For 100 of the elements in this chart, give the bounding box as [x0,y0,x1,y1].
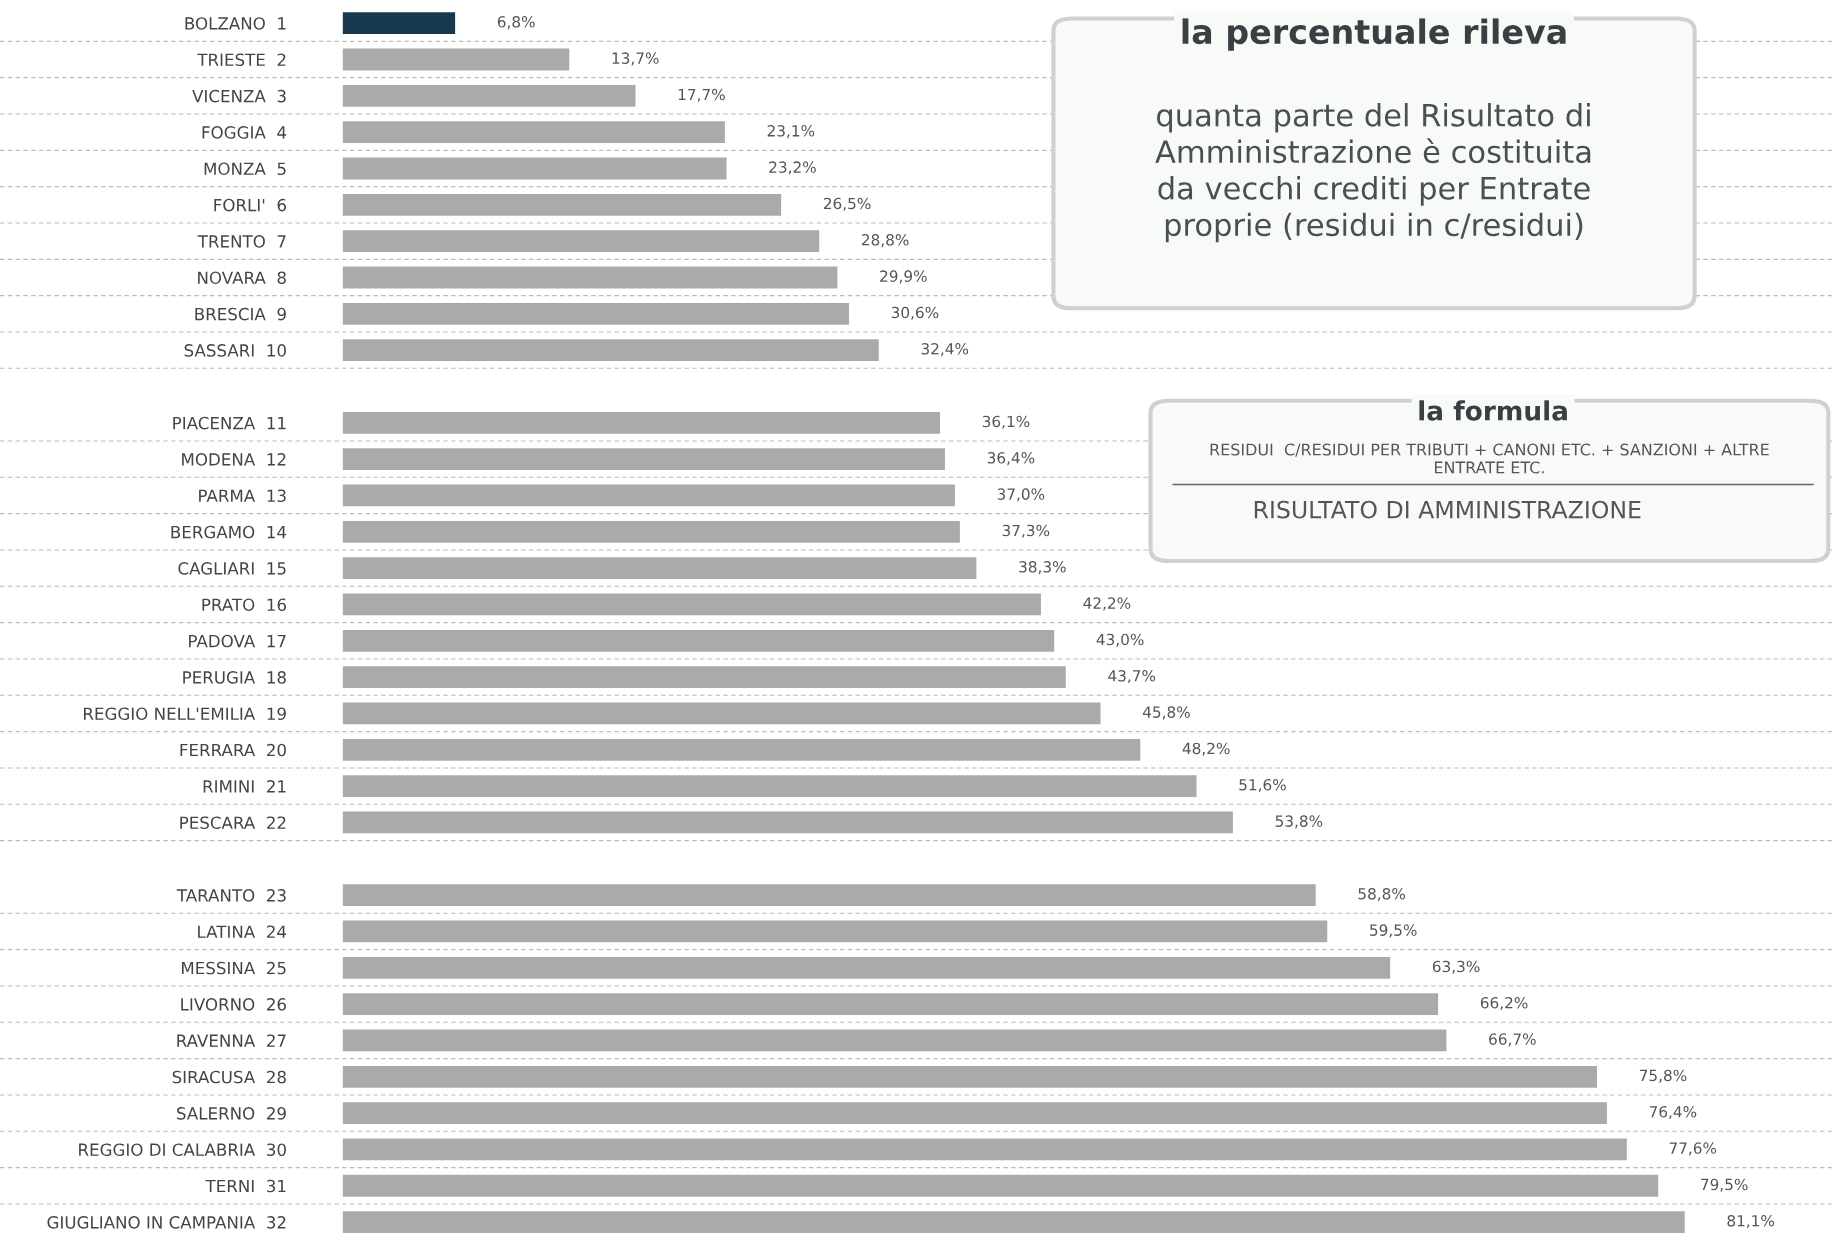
y-tick-label: BRESCIA 9 [195,307,286,321]
y-tick-label: CAGLIARI 15 [178,562,286,575]
data-label: 32,4% [921,343,969,357]
bar [342,1211,1685,1233]
bar [342,593,1041,616]
data-label: 37,3% [1002,524,1050,538]
y-tick-label: MESSINA 25 [182,961,286,975]
data-label: 37,0% [997,488,1045,502]
data-label: 51,6% [1239,779,1286,793]
bar [342,629,1055,652]
bar [342,557,977,580]
data-label: 38,3% [1019,561,1066,575]
y-tick-label: REGGIO DI CALABRIA 30 [79,1143,286,1157]
bar [342,411,941,434]
data-label: 36,1% [982,415,1030,429]
y-tick-label: SIRACUSA 28 [172,1070,286,1084]
y-tick-label: LIVORNO 26 [181,998,286,1011]
y-tick-label: SALERNO 29 [177,1107,286,1120]
bar [342,302,849,325]
annotation: la formula [1419,400,1567,421]
data-label: 43,7% [1108,670,1156,684]
data-label: 28,8% [861,234,909,248]
bar [342,1174,1659,1197]
y-tick-label: FOGGIA 4 [202,126,287,139]
data-label: 23,2% [769,161,816,175]
data-label: 48,2% [1182,742,1230,756]
bar [342,193,782,216]
bar [342,339,879,362]
y-tick-label: PRATO 16 [202,598,286,612]
data-label: 17,7% [678,88,725,102]
y-tick-label: FORLI' 6 [214,198,286,212]
y-tick-label: GIUGLIANO IN CAMPANIA 32 [47,1216,286,1229]
data-label: 66,7% [1489,1033,1536,1047]
bar [342,1029,1447,1052]
bar [342,956,1391,979]
bar [342,448,945,471]
bar [342,884,1316,907]
y-tick-label: PARMA 13 [199,489,286,503]
bar [342,1102,1607,1125]
y-tick-label: FERRARA 20 [180,743,286,757]
y-tick-label: MODENA 12 [182,453,286,466]
annotation: RISULTATO DI AMMINISTRAZIONE [1254,500,1641,519]
y-tick-label: MONZA 5 [204,162,286,176]
bar [342,738,1141,761]
data-label: 77,6% [1669,1142,1717,1156]
data-label: 53,8% [1275,815,1323,829]
data-label: 45,8% [1142,706,1190,720]
data-label: 59,5% [1370,924,1417,938]
data-label: 43,0% [1096,633,1144,647]
data-label: 81,1% [1727,1214,1775,1229]
y-tick-label: NOVARA 8 [198,271,286,285]
bar [342,1065,1597,1088]
y-tick-label: TRIESTE 2 [197,53,286,67]
bar [342,811,1233,834]
data-label: 58,8% [1358,888,1406,902]
annotation: la percentuale rileva [1182,18,1566,51]
bar [342,484,955,507]
data-label: 29,9% [880,270,927,284]
bar [342,666,1066,689]
y-tick-label: RIMINI 21 [203,780,286,793]
data-label: 13,7% [612,52,659,66]
bar [342,84,636,107]
bar [342,702,1101,725]
data-label: 79,5% [1701,1178,1748,1192]
annotation: quanta parte del Risultato di Amministrazione è costituita da vecchi crediti per Entrate proprie (residui in c/residui) [1155,103,1591,243]
y-tick-label: BOLZANO 1 [185,17,286,30]
bar [342,230,820,253]
bar [342,121,725,144]
data-label: 63,3% [1432,960,1480,974]
y-tick-label: TERNI 31 [205,1179,286,1193]
data-label: 6,8% [497,16,535,30]
y-tick-label: PESCARA 22 [180,816,286,830]
y-tick-label: BERGAMO 14 [171,525,287,539]
bar [342,993,1439,1016]
y-tick-label: PERUGIA 18 [183,671,286,684]
y-tick-label: PIACENZA 11 [173,416,286,430]
bar [342,920,1328,943]
data-label: 76,4% [1649,1105,1697,1120]
y-tick-label: TRENTO 7 [197,235,286,248]
data-label: 30,6% [891,306,939,320]
bar [342,48,570,71]
data-label: 23,1% [767,125,815,139]
y-tick-label: VICENZA 3 [192,89,286,103]
bar [342,1138,1627,1161]
data-label: 66,2% [1480,996,1528,1011]
y-tick-label: LATINA 24 [198,925,287,938]
bar [342,520,960,543]
annotation: RESIDUI C/RESIDUI PER TRIBUTI + CANONI ETC. + SANZIONI + ALTRE ENTRATE ETC. [1210,443,1769,474]
y-tick-label: TARANTO 23 [176,889,286,902]
bar [342,157,727,180]
data-label: 75,8% [1639,1069,1687,1083]
bar [342,266,838,289]
data-label: 26,5% [823,197,871,211]
y-tick-label: SASSARI 10 [184,344,286,357]
bar [342,775,1197,798]
data-label: 36,4% [987,452,1035,466]
data-label: 42,2% [1083,597,1131,611]
bar [342,12,456,35]
y-tick-label: PADOVA 17 [189,634,286,648]
y-tick-label: RAVENNA 27 [177,1034,286,1047]
